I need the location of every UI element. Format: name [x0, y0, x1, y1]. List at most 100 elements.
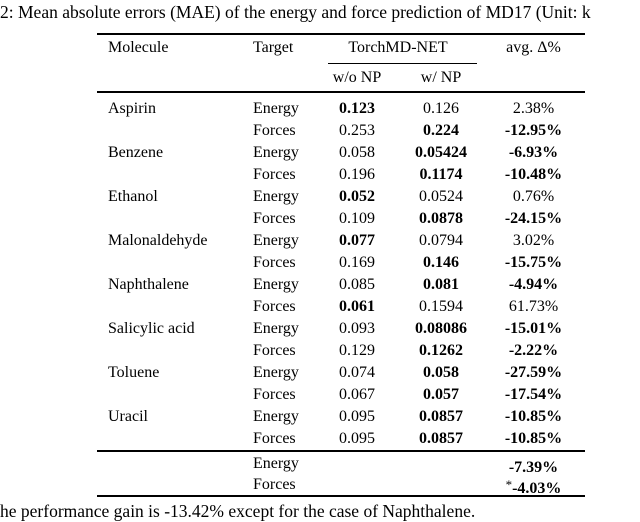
- w-np-cell: 0.0794: [419, 232, 463, 249]
- avg-cell: -10.85%: [504, 430, 563, 447]
- w-np-cell: 0.0857: [419, 430, 463, 447]
- molecule-cell: Ethanol: [108, 188, 158, 205]
- wo-np-cell: 0.123: [339, 100, 375, 117]
- table-row: Forces 0.061 0.1594 61.73%: [97, 296, 585, 318]
- target-cell: Energy: [253, 276, 299, 293]
- table-row: Salicylic acid Energy 0.093 0.08086 -15.…: [97, 318, 585, 340]
- molecule-cell: Naphthalene: [108, 276, 189, 293]
- avg-cell: -6.93%: [508, 144, 559, 161]
- avg-cell: -15.01%: [504, 320, 563, 337]
- wo-np-cell: 0.067: [339, 386, 375, 403]
- molecule-cell: Toluene: [108, 364, 160, 381]
- table-body: Aspirin Energy 0.123 0.126 2.38% Forces …: [97, 98, 585, 450]
- summary-rule: [97, 450, 585, 452]
- avg-cell: 2.38%: [512, 100, 555, 117]
- avg-cell: -15.75%: [504, 254, 563, 271]
- wo-np-cell: 0.074: [339, 364, 375, 381]
- target-cell: Energy: [253, 232, 299, 249]
- target-cell: Forces: [253, 386, 296, 403]
- avg-cell: -7.39%: [482, 453, 585, 478]
- molecule-cell: [97, 120, 242, 142]
- avg-cell: -27.59%: [504, 364, 563, 381]
- target-cell: Energy: [253, 408, 299, 425]
- summary-row: Forces *-4.03%: [97, 474, 585, 497]
- molecule-cell: Salicylic acid: [108, 320, 195, 337]
- summary-row: Energy -7.39%: [97, 453, 585, 476]
- w-np-cell: 0.057: [423, 386, 459, 403]
- col-header-molecule: Molecule: [108, 39, 169, 56]
- molecule-cell: [97, 296, 242, 318]
- molecule-cell: Aspirin: [108, 100, 156, 117]
- table-row: Uracil Energy 0.095 0.0857 -10.85%: [97, 406, 585, 428]
- target-cell: Energy: [253, 188, 299, 205]
- molecule-cell: [97, 340, 242, 362]
- wo-np-cell: 0.085: [339, 276, 375, 293]
- col-header-without-np: w/o NP: [332, 69, 382, 86]
- table-row: Forces 0.196 0.1174 -10.48%: [97, 164, 585, 186]
- wo-np-cell: 0.058: [339, 144, 375, 161]
- w-np-cell: 0.081: [423, 276, 459, 293]
- w-np-cell: 0.1174: [419, 166, 463, 183]
- table-row: Forces 0.067 0.057 -17.54%: [97, 384, 585, 406]
- summary-section: Energy -7.39% Forces *-4.03%: [97, 453, 585, 497]
- avg-cell: -12.95%: [504, 122, 563, 139]
- footnote-marker: *: [505, 476, 513, 492]
- molecule-cell: [97, 164, 242, 186]
- avg-cell: -24.15%: [504, 210, 563, 227]
- wo-np-cell: 0.109: [339, 210, 375, 227]
- results-table: Molecule Target TorchMD-NET avg. Δ% w/o …: [97, 33, 585, 498]
- method-group-rule: [328, 63, 477, 65]
- molecule-cell: [97, 252, 242, 274]
- wo-np-cell: 0.095: [339, 430, 375, 447]
- table-row: Forces 0.095 0.0857 -10.85%: [97, 428, 585, 450]
- target-cell: Energy: [253, 320, 299, 337]
- avg-value: -7.39%: [508, 458, 559, 476]
- target-cell: Energy: [253, 454, 299, 472]
- w-np-cell: 0.224: [423, 122, 459, 139]
- col-header-target: Target: [253, 39, 294, 56]
- wo-np-cell: 0.052: [339, 188, 375, 205]
- table-row: Benzene Energy 0.058 0.05424 -6.93%: [97, 142, 585, 164]
- wo-np-cell: 0.196: [339, 166, 375, 183]
- target-cell: Forces: [253, 254, 296, 271]
- wo-np-cell: 0.129: [339, 342, 375, 359]
- wo-np-cell: 0.169: [339, 254, 375, 271]
- avg-cell: 0.76%: [512, 188, 555, 205]
- molecule-cell: [97, 428, 242, 450]
- avg-cell: -10.85%: [504, 408, 563, 425]
- wo-np-cell: 0.253: [339, 122, 375, 139]
- target-cell: Forces: [253, 210, 296, 227]
- molecule-cell: Uracil: [108, 408, 148, 425]
- w-np-cell: 0.1594: [419, 298, 463, 315]
- table-row: Naphthalene Energy 0.085 0.081 -4.94%: [97, 274, 585, 296]
- molecule-cell: Malonaldehyde: [108, 232, 208, 249]
- table-row: Forces 0.109 0.0878 -24.15%: [97, 208, 585, 230]
- target-cell: Forces: [253, 430, 296, 447]
- table-row: Aspirin Energy 0.123 0.126 2.38%: [97, 98, 585, 120]
- molecule-cell: Benzene: [108, 144, 164, 161]
- avg-cell: -4.94%: [508, 276, 559, 293]
- wo-np-cell: 0.093: [339, 320, 375, 337]
- bottom-rule: [97, 494, 585, 498]
- target-cell: Energy: [253, 364, 299, 381]
- target-cell: Forces: [253, 122, 296, 139]
- w-np-cell: 0.05424: [415, 144, 467, 161]
- avg-cell: -17.54%: [504, 386, 563, 403]
- w-np-cell: 0.0878: [419, 210, 463, 227]
- avg-value: -4.03%: [512, 479, 562, 497]
- table-row: Forces 0.253 0.224 -12.95%: [97, 120, 585, 142]
- top-rule: [97, 33, 585, 35]
- w-np-cell: 0.126: [423, 100, 459, 117]
- table-caption: 2: Mean absolute errors (MAE) of the ene…: [0, 2, 591, 22]
- avg-cell: *-4.03%: [482, 474, 585, 499]
- target-cell: Energy: [253, 144, 299, 161]
- col-header-avg-delta: avg. Δ%: [506, 39, 561, 56]
- col-header-with-np: w/ NP: [420, 69, 462, 86]
- avg-cell: 61.73%: [508, 298, 559, 315]
- w-np-cell: 0.058: [423, 364, 459, 381]
- avg-cell: -2.22%: [508, 342, 559, 359]
- col-header-method-group: TorchMD-NET: [348, 39, 448, 56]
- target-cell: Forces: [253, 166, 296, 183]
- table-row: Malonaldehyde Energy 0.077 0.0794 3.02%: [97, 230, 585, 252]
